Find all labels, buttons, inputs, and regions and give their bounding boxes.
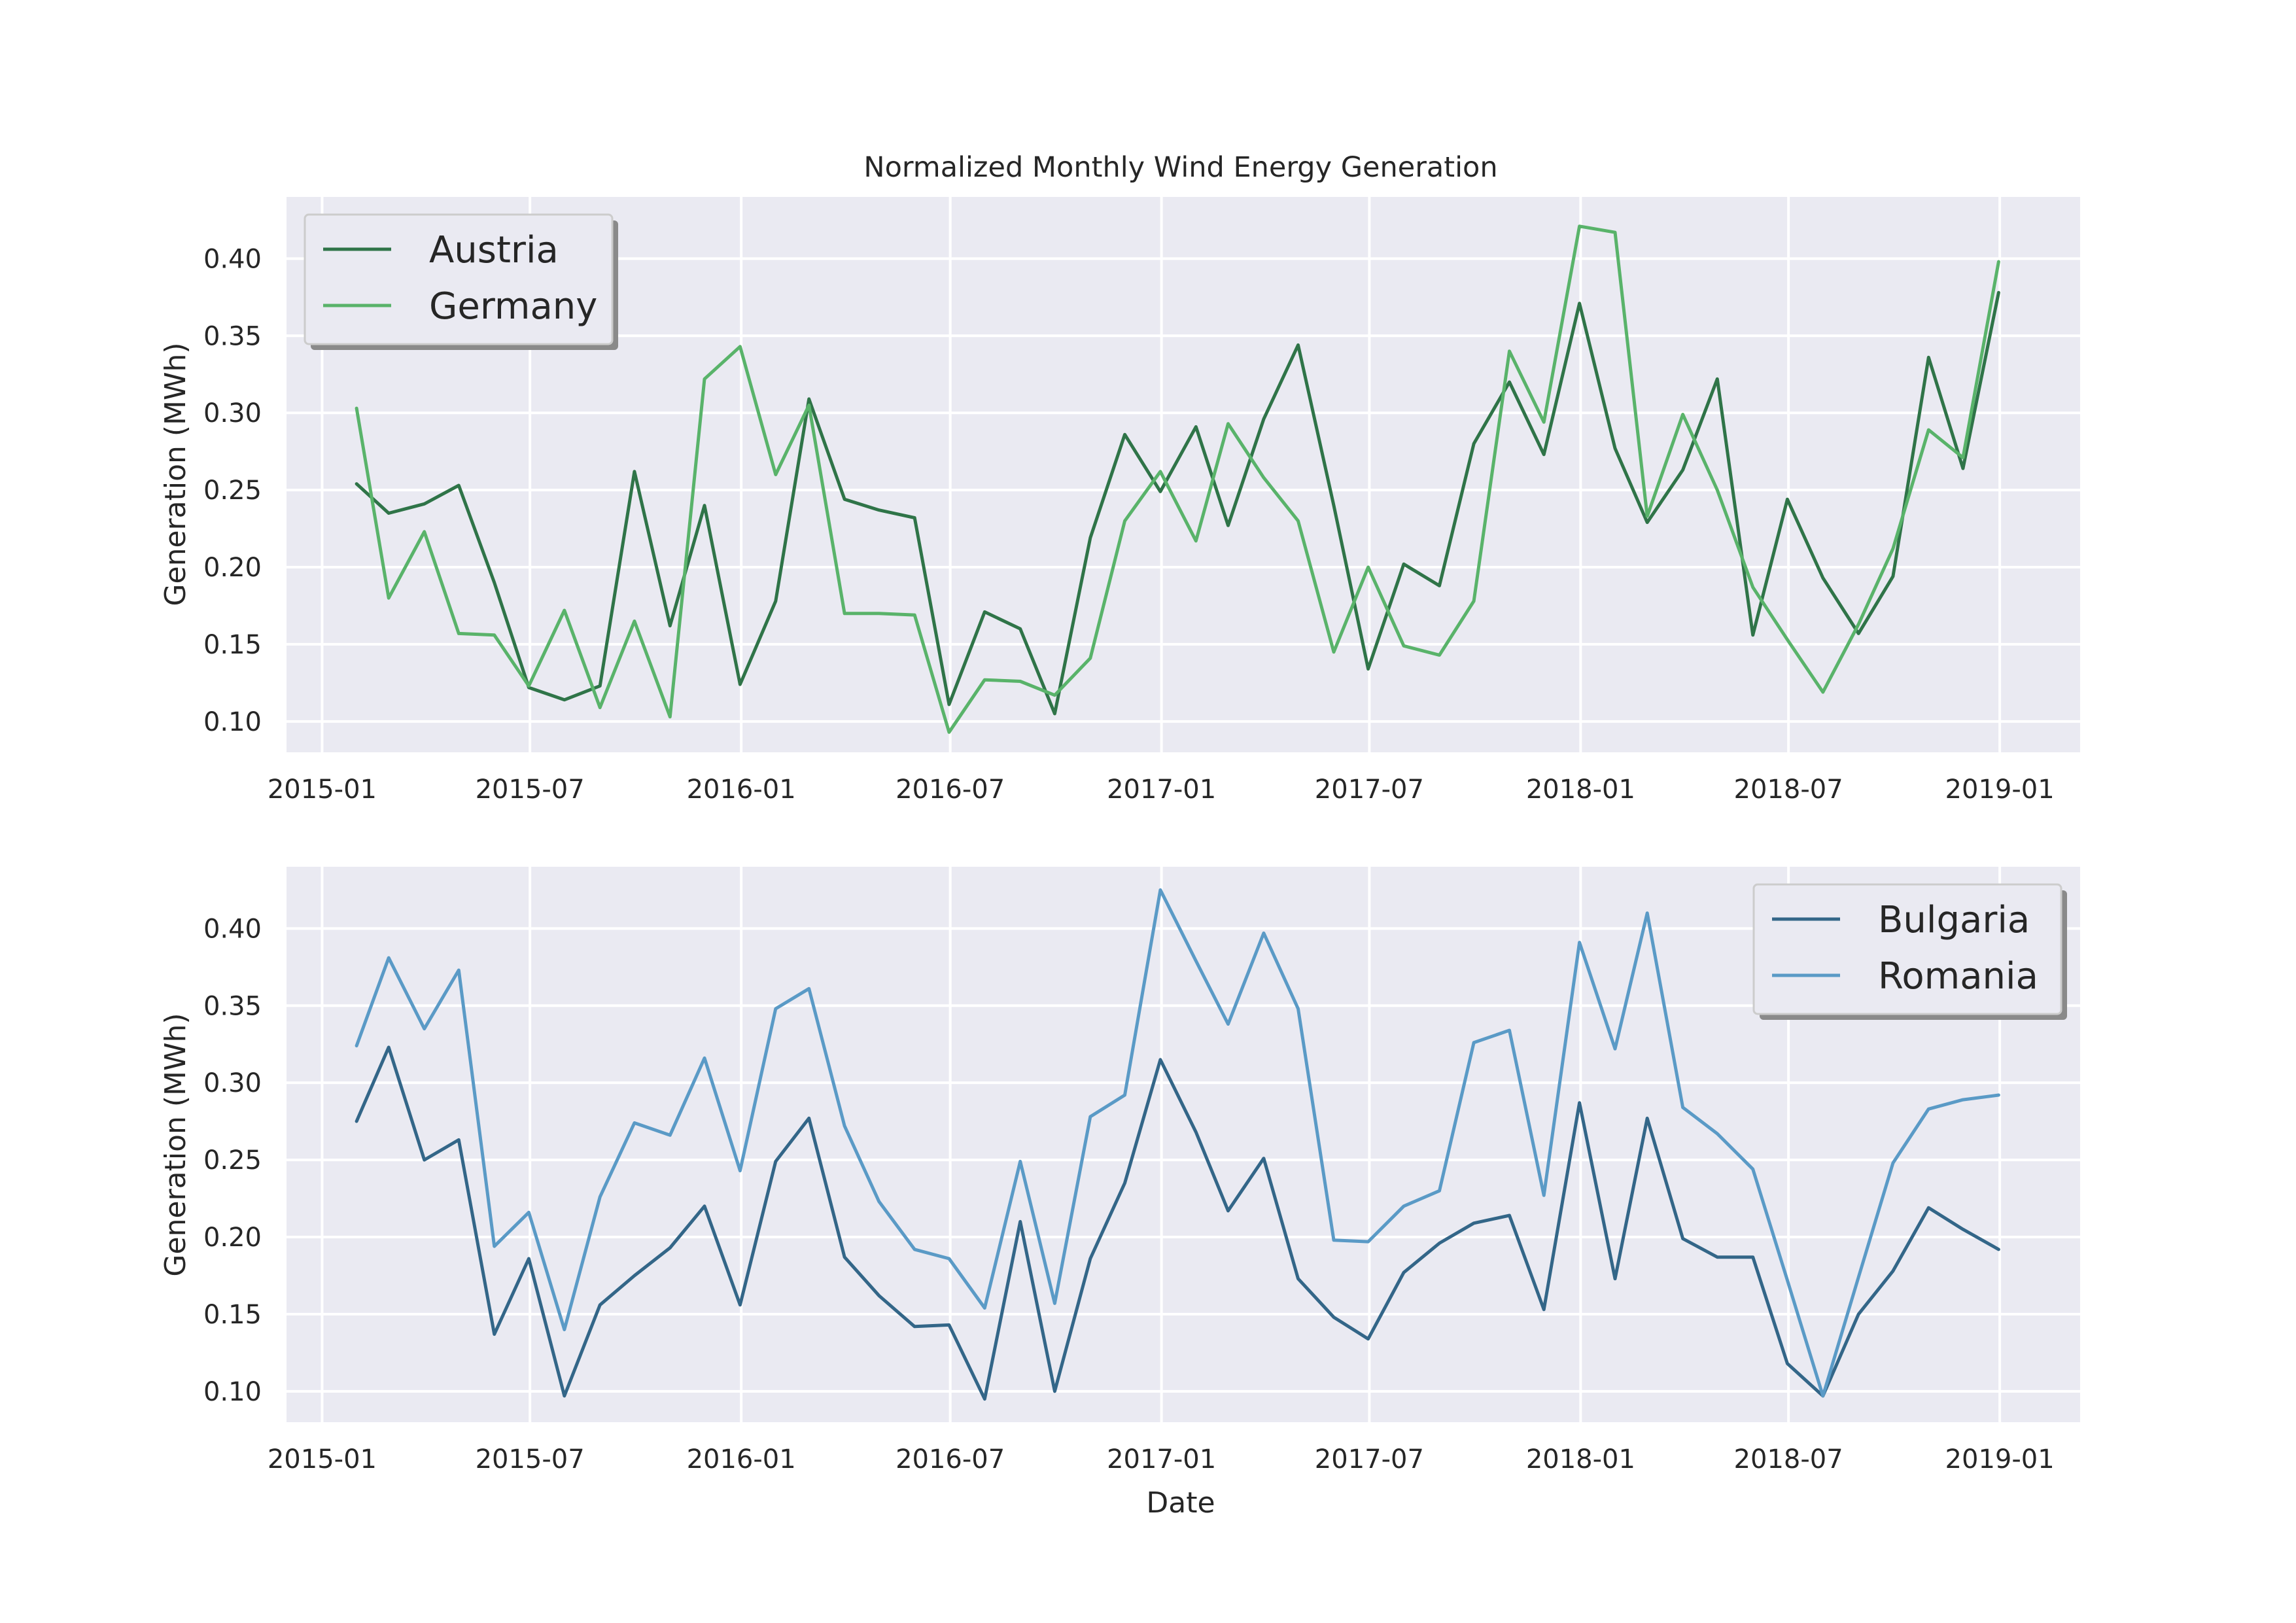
y-axis-label-top: Generation (MWh) <box>159 342 192 606</box>
y-tick-label: 0.35 <box>203 321 262 351</box>
x-tick-label: 2016-01 <box>687 775 796 805</box>
x-tick-label: 2017-07 <box>1315 775 1424 805</box>
series-line-romania <box>355 888 2000 1398</box>
y-tick-label: 0.25 <box>203 476 262 506</box>
series-line-germany <box>355 224 2000 734</box>
y-tick-label: 0.10 <box>203 707 262 737</box>
series-line-austria <box>355 290 2000 716</box>
y-tick-label: 0.10 <box>203 1377 262 1407</box>
y-tick-label: 0.20 <box>203 553 262 583</box>
x-tick-label: 2018-07 <box>1734 1444 1843 1475</box>
x-tick-label: 2016-07 <box>896 775 1005 805</box>
x-tick-label: 2017-07 <box>1315 1444 1424 1475</box>
legend-label-austria: Austria <box>429 229 559 271</box>
x-tick-label: 2015-01 <box>268 1444 377 1475</box>
series-lines-top <box>355 224 2000 734</box>
series-line-bulgaria <box>355 1045 2000 1401</box>
x-tick-label: 2015-07 <box>476 775 585 805</box>
legend-label-bulgaria: Bulgaria <box>1878 899 2030 941</box>
chart-title: Normalized Monthly Wind Energy Generatio… <box>863 151 1497 184</box>
x-axis-label-bottom: Date <box>1146 1486 1215 1520</box>
y-tick-label: 0.15 <box>203 1300 262 1330</box>
y-tick-label: 0.35 <box>203 991 262 1021</box>
y-tick-label: 0.30 <box>203 398 262 428</box>
legend-box <box>1752 883 2062 1015</box>
x-tick-label: 2015-07 <box>476 1444 585 1475</box>
y-tick-label: 0.15 <box>203 630 262 660</box>
x-tick-label: 2019-01 <box>1945 775 2055 805</box>
y-tick-label: 0.40 <box>203 914 262 944</box>
y-axis-label-bottom: Generation (MWh) <box>159 1013 192 1276</box>
y-tick-label: 0.40 <box>203 244 262 274</box>
subplot-top: 0.100.150.200.250.300.350.40 2015-01 2015… <box>159 197 2080 805</box>
series-lines-bottom <box>355 888 2000 1401</box>
legend-box <box>304 213 614 345</box>
x-tick-label: 2018-01 <box>1526 1444 1635 1475</box>
y-tick-label: 0.25 <box>203 1145 262 1176</box>
y-tick-label: 0.20 <box>203 1223 262 1253</box>
x-tick-label: 2019-01 <box>1945 1444 2055 1475</box>
x-tick-labels-top: 2015-01 2015-07 2016-01 2016-07 2017-01 2017-… <box>268 775 2055 805</box>
x-tick-label: 2018-01 <box>1526 775 1635 805</box>
x-tick-label: 2015-01 <box>268 775 377 805</box>
y-tick-labels-bottom: 0.10 0.15 0.20 0.25 0.30 0.35 0.40 <box>203 914 262 1406</box>
x-tick-label: 2017-01 <box>1107 1444 1216 1475</box>
y-tick-labels-top: 0.10 0.15 0.20 0.25 0.30 0.35 0.40 <box>203 244 262 737</box>
legend-label-germany: Germany <box>429 285 597 328</box>
x-tick-label: 2016-07 <box>896 1444 1005 1475</box>
subplot-bottom: 0.100.150.200.250.300.350.40 2015-01 2015… <box>159 867 2080 1520</box>
y-tick-label: 0.30 <box>203 1068 262 1098</box>
x-tick-label: 2016-01 <box>687 1444 796 1475</box>
legend-top: Austria Germany <box>304 213 618 350</box>
x-tick-label: 2017-01 <box>1107 775 1216 805</box>
legend-bottom: Bulgaria Romania <box>1752 883 2067 1020</box>
x-tick-label: 2018-07 <box>1734 775 1843 805</box>
x-tick-labels-bottom: 2015-01 2015-07 2016-01 2016-07 2017-01 2017-… <box>268 1444 2055 1475</box>
legend-label-romania: Romania <box>1878 955 2038 998</box>
